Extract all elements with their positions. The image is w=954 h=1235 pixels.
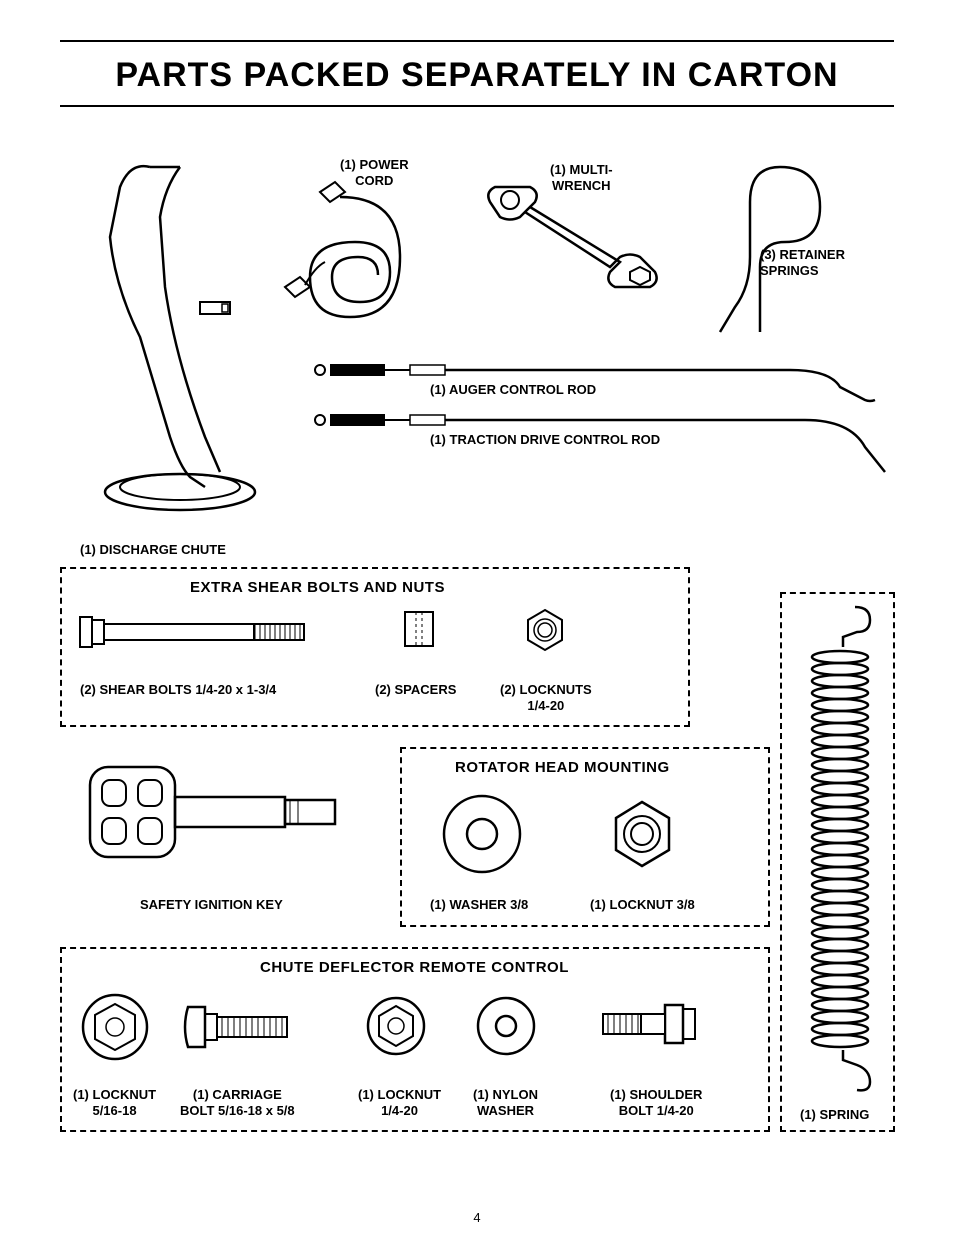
page-title: PARTS PACKED SEPARATELY IN CARTON bbox=[60, 50, 894, 105]
carriage-bolt-label: (1) CARRIAGE BOLT 5/16-18 x 5/8 bbox=[180, 1087, 295, 1118]
locknut-shear-icon bbox=[520, 605, 570, 655]
shear-bolt-icon bbox=[75, 602, 315, 662]
shoulder-bolt-label: (1) SHOULDER BOLT 1/4-20 bbox=[610, 1087, 702, 1118]
spring-icon bbox=[795, 602, 885, 1097]
washer-38-label: (1) WASHER 3/8 bbox=[430, 897, 528, 913]
title-rule-top bbox=[60, 40, 894, 42]
locknut-516-icon bbox=[80, 992, 150, 1062]
spacers-label: (2) SPACERS bbox=[375, 682, 456, 698]
discharge-chute-label: (1) DISCHARGE CHUTE bbox=[80, 542, 226, 558]
multi-wrench-icon bbox=[470, 177, 670, 307]
auger-rod-label: (1) AUGER CONTROL ROD bbox=[430, 382, 596, 398]
chute-section-title: CHUTE DEFLECTOR REMOTE CONTROL bbox=[260, 959, 569, 976]
nylon-washer-label: (1) NYLON WASHER bbox=[473, 1087, 538, 1118]
carriage-bolt-icon bbox=[180, 997, 300, 1057]
locknut-516-label: (1) LOCKNUT 5/16-18 bbox=[73, 1087, 156, 1118]
safety-key-label: SAFETY IGNITION KEY bbox=[140, 897, 283, 913]
power-cord-label: (1) POWER CORD bbox=[340, 157, 409, 188]
locknut-14-icon bbox=[365, 995, 427, 1057]
multi-wrench-label: (1) MULTI- WRENCH bbox=[550, 162, 613, 193]
title-rule-bottom bbox=[60, 105, 894, 107]
washer-38-icon bbox=[440, 792, 525, 877]
diagram-area: (1) DISCHARGE CHUTE (1) POWER CORD (1) M… bbox=[60, 127, 894, 1147]
locknut-38-icon bbox=[605, 797, 680, 872]
locknuts-shear-label: (2) LOCKNUTS 1/4-20 bbox=[500, 682, 592, 713]
locknut-38-label: (1) LOCKNUT 3/8 bbox=[590, 897, 695, 913]
retainer-springs-label: (3) RETAINER SPRINGS bbox=[760, 247, 845, 278]
traction-rod-label: (1) TRACTION DRIVE CONTROL ROD bbox=[430, 432, 660, 448]
safety-key-icon bbox=[80, 752, 350, 872]
shoulder-bolt-icon bbox=[595, 995, 705, 1053]
nylon-washer-icon bbox=[475, 995, 537, 1057]
rotator-section-title: ROTATOR HEAD MOUNTING bbox=[455, 759, 670, 776]
spacer-icon bbox=[400, 607, 440, 652]
discharge-chute-icon bbox=[70, 157, 270, 527]
shear-section-title: EXTRA SHEAR BOLTS AND NUTS bbox=[190, 579, 445, 596]
power-cord-icon bbox=[260, 167, 450, 357]
locknut-14-label: (1) LOCKNUT 1/4-20 bbox=[358, 1087, 441, 1118]
shear-bolts-label: (2) SHEAR BOLTS 1/4-20 x 1-3/4 bbox=[80, 682, 276, 698]
page-number: 4 bbox=[473, 1210, 480, 1225]
spring-label: (1) SPRING bbox=[800, 1107, 869, 1123]
